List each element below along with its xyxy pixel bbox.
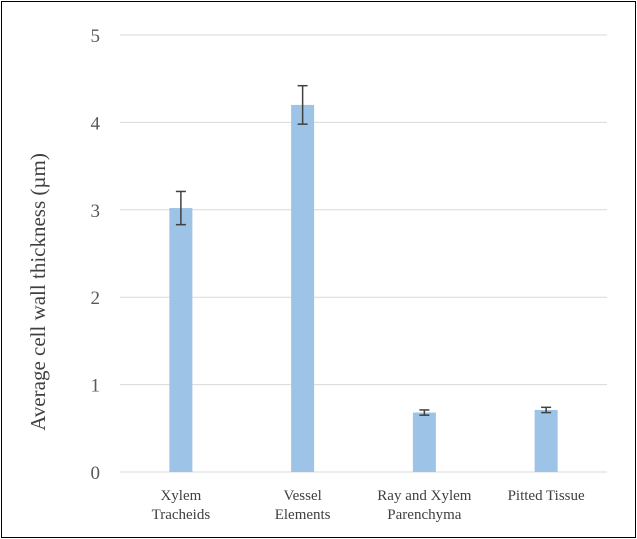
y-tick-label: 2 bbox=[91, 288, 101, 309]
y-tick-label: 4 bbox=[91, 113, 101, 134]
gridlines bbox=[120, 34, 607, 473]
x-axis-category-labels: Xylem Tracheids Vessel Elements Ray and Xyle… bbox=[152, 488, 585, 523]
error-bars bbox=[175, 84, 552, 416]
y-axis-label: Average cell wall thickness (µm) bbox=[26, 153, 50, 431]
x-category-label: Ray and Xylem bbox=[377, 488, 471, 504]
bar bbox=[412, 412, 436, 472]
bar bbox=[291, 104, 315, 473]
x-category-label: Parenchyma bbox=[387, 507, 461, 523]
x-category-label: Vessel bbox=[283, 488, 321, 504]
bars bbox=[169, 104, 558, 473]
bar bbox=[169, 208, 193, 472]
x-category-label: Elements bbox=[275, 507, 331, 523]
x-category-label: Tracheids bbox=[152, 507, 211, 523]
y-tick-label: 5 bbox=[91, 26, 101, 47]
y-axis-tick-labels: 0 1 2 3 4 5 bbox=[91, 26, 101, 484]
x-category-label: Xylem bbox=[160, 488, 201, 504]
bar bbox=[534, 409, 558, 472]
y-tick-label: 1 bbox=[91, 376, 101, 397]
y-tick-label: 0 bbox=[91, 463, 101, 484]
x-category-label: Pitted Tissue bbox=[508, 488, 585, 504]
y-tick-label: 3 bbox=[91, 201, 101, 222]
